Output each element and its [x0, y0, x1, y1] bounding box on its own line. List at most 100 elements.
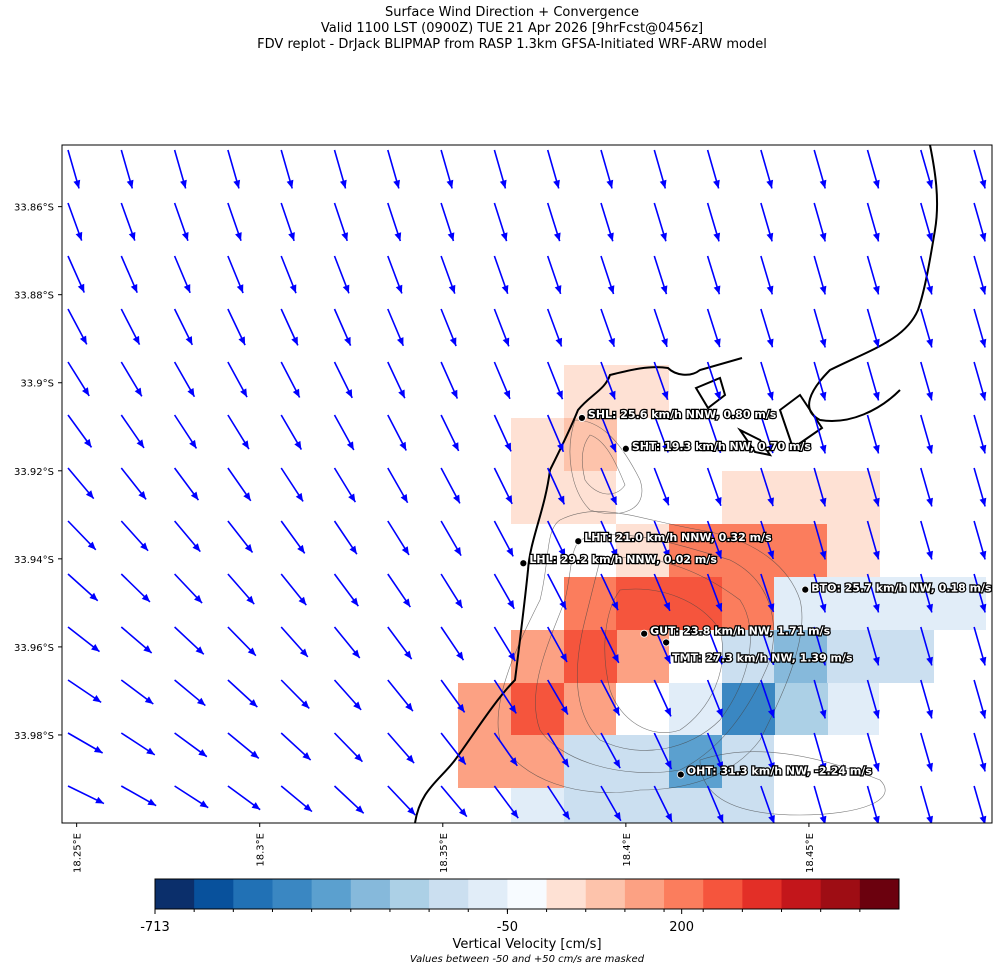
wind-arrow — [708, 839, 724, 876]
wind-arrow-head — [766, 179, 774, 189]
wind-arrow — [335, 839, 365, 865]
wind-arrow-head — [449, 337, 457, 347]
station-marker — [578, 414, 586, 422]
wind-arrow-head — [289, 284, 297, 294]
wind-arrow-head — [303, 803, 312, 812]
wind-arrow-head — [872, 179, 880, 189]
wind-arrow-head — [767, 444, 774, 454]
station-label: GUT: 23.8 km/h NW, 1.71 m/s — [650, 625, 830, 638]
wind-arrow-head — [355, 805, 364, 814]
wind-arrow-head — [819, 232, 827, 242]
wind-arrow-head — [246, 595, 255, 605]
wind-arrow-head — [561, 758, 569, 768]
colorbar-bin — [389, 879, 430, 909]
wind-arrow-head — [138, 490, 147, 500]
wind-arrow-head — [926, 338, 933, 348]
wind-arrow-head — [612, 706, 620, 716]
wind-arrow-head — [144, 696, 154, 704]
wind-arrow-head — [609, 443, 617, 453]
wind-arrow-head — [73, 179, 81, 189]
wind-arrow-head — [450, 389, 458, 399]
wind-arrow-head — [819, 497, 827, 507]
wind-arrow-head — [819, 709, 827, 719]
wind-arrow-head — [354, 753, 363, 762]
wind-arrow-head — [660, 285, 668, 295]
wind-arrow-head — [345, 389, 353, 398]
wind-arrow-head — [504, 442, 512, 452]
wind-arrow-head — [555, 337, 563, 347]
wind-arrow-head — [819, 391, 827, 401]
wind-arrow-head — [979, 338, 987, 348]
plot-frame — [61, 144, 993, 824]
wind-arrow-head — [243, 492, 251, 501]
wind-arrow-head — [407, 806, 416, 816]
wind-arrow-head — [140, 542, 149, 551]
wind-arrow-head — [558, 548, 566, 557]
wind-arrow-head — [79, 335, 87, 345]
wind-arrow-head — [238, 336, 246, 346]
wind-arrow-head — [767, 497, 774, 507]
wind-arrow-head — [508, 652, 516, 662]
wind-arrow-head — [979, 550, 987, 560]
wind-arrow-head — [979, 762, 987, 772]
wind-arrow — [281, 839, 313, 863]
wind-arrow-head — [926, 391, 933, 401]
colorbar-bin — [820, 879, 861, 909]
wind-arrow-head — [447, 232, 455, 242]
station-label: SHL: 25.6 km/h NNW, 0.80 m/s — [588, 408, 777, 421]
wind-arrow-head — [141, 593, 150, 602]
colorbar-bin — [233, 879, 273, 909]
wind-arrow-head — [446, 179, 454, 189]
wind-arrow — [974, 839, 985, 877]
wind-arrow-head — [926, 497, 933, 507]
wind-arrow-head — [455, 599, 463, 608]
wind-arrow-head — [190, 491, 199, 501]
wind-arrow-head — [348, 493, 356, 503]
wind-arrow-head — [505, 495, 513, 504]
wind-arrow-head — [508, 704, 517, 714]
wind-arrow-head — [134, 387, 142, 397]
wind-arrow-head — [507, 600, 515, 609]
wind-arrow-head — [557, 443, 564, 452]
wind-arrow-head — [715, 602, 723, 612]
wind-arrow-head — [305, 855, 314, 863]
colorbar-bin — [507, 879, 548, 909]
wind-arrow-head — [872, 656, 880, 666]
station-marker — [621, 444, 630, 453]
wind-arrow-head — [608, 338, 615, 347]
wind-arrow-head — [406, 754, 415, 764]
wind-arrow-head — [872, 391, 880, 401]
x-tick-label: 18.35°E — [439, 833, 450, 873]
wind-arrow-head — [408, 859, 416, 867]
wind-arrow-head — [664, 760, 672, 770]
wind-arrow-head — [662, 496, 670, 506]
colorbar-bin — [781, 879, 822, 909]
y-tick-label: 33.96°S — [14, 643, 54, 654]
wind-arrow-head — [149, 850, 158, 857]
wind-arrow-head — [717, 867, 723, 876]
wind-arrow-head — [666, 866, 673, 875]
wind-arrow-head — [195, 646, 204, 655]
wind-arrow-head — [614, 865, 621, 874]
colorbar-bin — [703, 879, 743, 909]
wind-arrow-head — [820, 869, 827, 878]
terrain-contours — [497, 419, 886, 816]
wind-arrow-head — [660, 232, 667, 242]
wind-arrow-head — [713, 285, 721, 295]
wind-arrow-head — [83, 438, 92, 448]
wind-arrow-head — [979, 179, 987, 189]
wind-arrow-head — [511, 862, 519, 870]
colorbar-bin — [468, 879, 508, 909]
wind-arrow-head — [768, 762, 775, 771]
colorbar-bin — [155, 879, 195, 909]
wind-arrow-head — [395, 284, 403, 294]
x-tick-label: 18.4°E — [622, 833, 633, 867]
y-tick-label: 33.98°S — [14, 731, 54, 742]
colorbar-bin — [859, 879, 900, 909]
y-tick-label: 33.92°S — [14, 467, 54, 478]
wind-arrow-head — [819, 603, 827, 613]
wind-arrow-head — [128, 231, 136, 241]
y-tick-label: 33.9°S — [20, 379, 54, 390]
wind-arrow-head — [346, 441, 354, 451]
wind-arrow — [761, 839, 774, 877]
